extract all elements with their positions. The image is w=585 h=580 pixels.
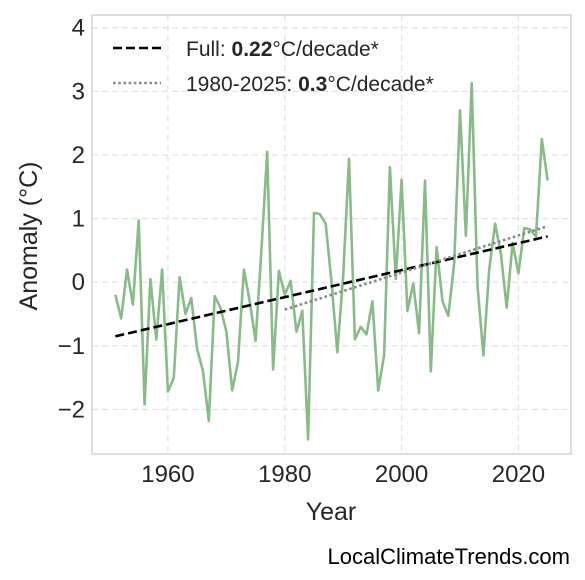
y-tick-labels: −2 −1 0 1 2 3 4 — [58, 15, 85, 424]
credit-text: LocalClimateTrends.com — [327, 544, 571, 569]
y-axis-label: Anomaly (°C) — [15, 162, 43, 311]
y-tick-label: −1 — [58, 333, 85, 360]
legend-label-recent: 1980-2025: 0.3°C/decade* — [186, 73, 434, 96]
trend-line-full — [115, 235, 548, 338]
x-axis-label: Year — [306, 498, 357, 526]
y-tick-label: 0 — [72, 269, 85, 296]
plot-area-frame — [91, 14, 572, 455]
anomaly-series-line — [114, 81, 549, 441]
trend-line-1980-2025 — [284, 224, 548, 311]
x-tick-label: 2020 — [492, 461, 545, 488]
y-tick-label: 4 — [72, 15, 85, 42]
x-tick-label: 2000 — [375, 461, 428, 488]
y-tick-label: 2 — [72, 142, 85, 169]
legend-label-full: Full: 0.22°C/decade* — [186, 38, 379, 61]
x-tick-label: 1960 — [141, 461, 194, 488]
legend: Full: 0.22°C/decade* 1980-2025: 0.3°C/de… — [113, 38, 434, 96]
series-group — [114, 81, 549, 441]
x-tick-label: 1980 — [258, 461, 311, 488]
x-tick-labels: 1960 1980 2000 2020 — [141, 461, 545, 488]
y-tick-label: 3 — [72, 78, 85, 105]
y-tick-label: 1 — [72, 206, 85, 233]
y-tick-label: −2 — [58, 396, 85, 423]
